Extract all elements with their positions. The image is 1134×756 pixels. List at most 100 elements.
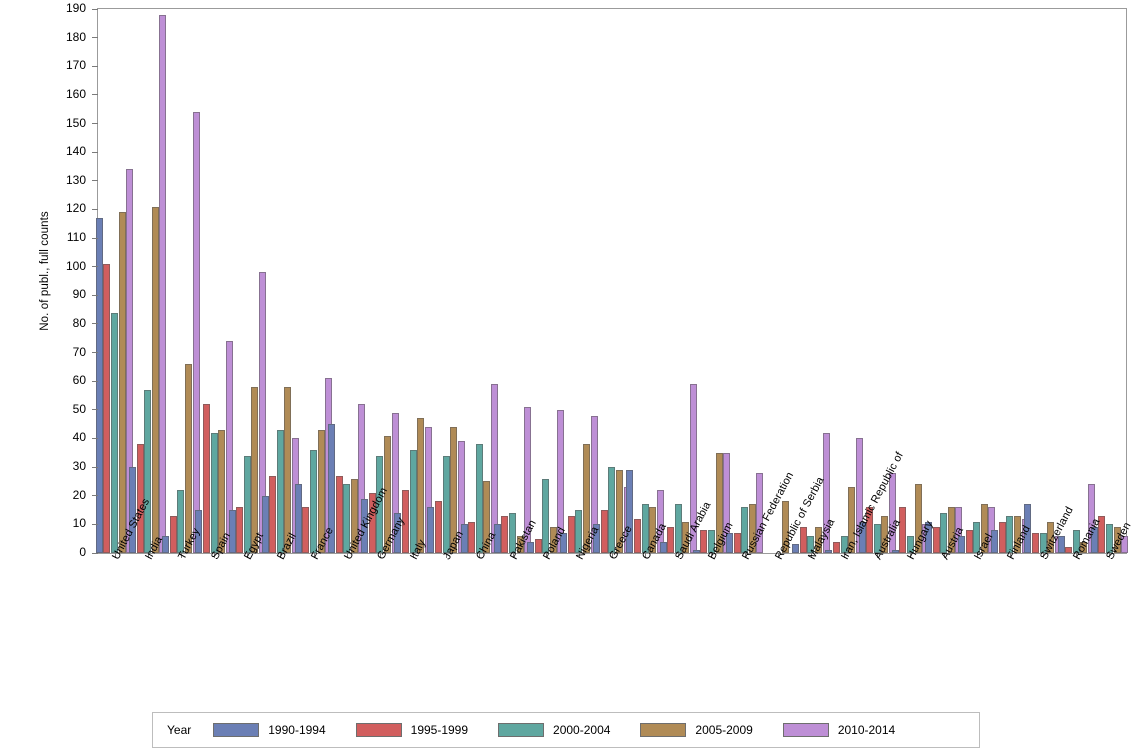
y-tick-mark: [92, 208, 98, 210]
bar: [756, 472, 764, 553]
y-tick-mark: [92, 323, 98, 325]
bar: [600, 510, 608, 553]
bar: [501, 515, 509, 553]
bar: [582, 444, 590, 553]
bar: [707, 530, 715, 553]
bar: [873, 524, 881, 553]
y-tick-mark: [92, 466, 98, 468]
bar: [95, 218, 103, 553]
bar: [185, 364, 192, 553]
bar: [294, 484, 302, 553]
y-tick-label: 130: [65, 172, 86, 187]
bar: [866, 507, 874, 553]
bar: [781, 501, 789, 553]
x-axis-labels: United States India Turkey Spain Egypt Brazil…: [97, 450, 1134, 706]
y-tick-label: 60: [72, 373, 86, 388]
legend-items: 1990-1994 1995-1999 2000-2004 2005-2009 2010…: [213, 723, 925, 737]
y-tick-mark: [92, 151, 98, 153]
bar: [998, 521, 1006, 553]
bar: [177, 490, 185, 553]
bar: [641, 504, 649, 553]
bar: [269, 475, 277, 553]
bar: [350, 478, 358, 553]
y-tick-mark: [92, 237, 98, 239]
x-tick-mark: [810, 553, 812, 558]
y-tick-label: 20: [72, 487, 86, 502]
x-tick-mark: [943, 553, 945, 558]
bar: [450, 427, 458, 553]
x-tick-mark: [1009, 553, 1011, 558]
bar: [924, 521, 932, 553]
x-tick-mark: [313, 553, 315, 558]
bar-group: [427, 9, 465, 553]
bar: [328, 424, 335, 553]
bar-group: [361, 9, 399, 553]
legend-item[interactable]: 2010-2014: [782, 723, 896, 737]
legend-label: 2005-2009: [695, 723, 753, 737]
y-tick-mark: [92, 523, 98, 525]
bar: [932, 527, 940, 553]
bar: [343, 484, 351, 553]
bar: [881, 515, 889, 553]
bar: [195, 510, 203, 553]
bar: [848, 487, 856, 553]
bar: [210, 432, 218, 553]
bar: [833, 541, 841, 553]
legend-label: 2010-2014: [837, 723, 896, 737]
bar-group: [493, 9, 532, 553]
y-tick-mark: [92, 409, 98, 411]
bar: [1047, 521, 1055, 553]
bar: [202, 404, 210, 553]
x-tick-mark: [744, 553, 746, 558]
bar: [1080, 541, 1088, 553]
legend-item[interactable]: 2000-2004: [498, 723, 610, 737]
bar: [509, 512, 516, 553]
bar: [417, 418, 425, 553]
bar: [947, 507, 955, 553]
plot-area: 0 10 20 30 40 50 60 70 80 90 100 110 120 130 140 150 160…: [66, 1, 1129, 559]
legend-swatch: [498, 723, 545, 737]
bar: [700, 530, 708, 553]
bar-group: [991, 9, 1029, 553]
y-tick-mark: [92, 65, 98, 67]
bar: [682, 521, 690, 553]
legend-swatch: [782, 723, 829, 737]
bar: [442, 455, 450, 553]
legend-item[interactable]: 1990-1994: [213, 723, 326, 737]
bar-group: [1024, 9, 1062, 553]
x-tick-mark: [512, 553, 514, 558]
y-tick-label: 10: [72, 516, 86, 531]
bar-group: [692, 9, 731, 553]
bar: [368, 492, 376, 553]
y-tick-label: 50: [72, 401, 86, 416]
bar: [1113, 527, 1121, 553]
bar: [906, 535, 914, 553]
legend-item[interactable]: 2005-2009: [640, 723, 753, 737]
legend-item[interactable]: 1995-1999: [355, 723, 468, 737]
bar: [118, 212, 126, 553]
bar-group: [261, 9, 300, 553]
x-tick-mark: [711, 553, 713, 558]
bar: [567, 515, 575, 553]
bar: [575, 510, 583, 553]
bar-group: [560, 9, 598, 553]
y-tick-label: 0: [79, 545, 86, 559]
bar-group: [759, 9, 796, 553]
y-tick-mark: [92, 380, 98, 382]
y-tick-label: 90: [72, 287, 86, 302]
x-tick-mark: [877, 553, 879, 558]
bar: [435, 501, 443, 553]
bar: [858, 521, 866, 553]
bar: [394, 512, 402, 553]
x-tick-mark: [1043, 553, 1045, 558]
bar: [725, 532, 733, 553]
bar-group: [460, 9, 499, 553]
bar: [733, 532, 741, 553]
bar-group: [792, 9, 830, 553]
y-tick-mark: [92, 123, 98, 125]
bar: [361, 498, 369, 553]
bar: [1057, 535, 1065, 553]
bar: [958, 535, 966, 553]
bar: [549, 527, 557, 553]
